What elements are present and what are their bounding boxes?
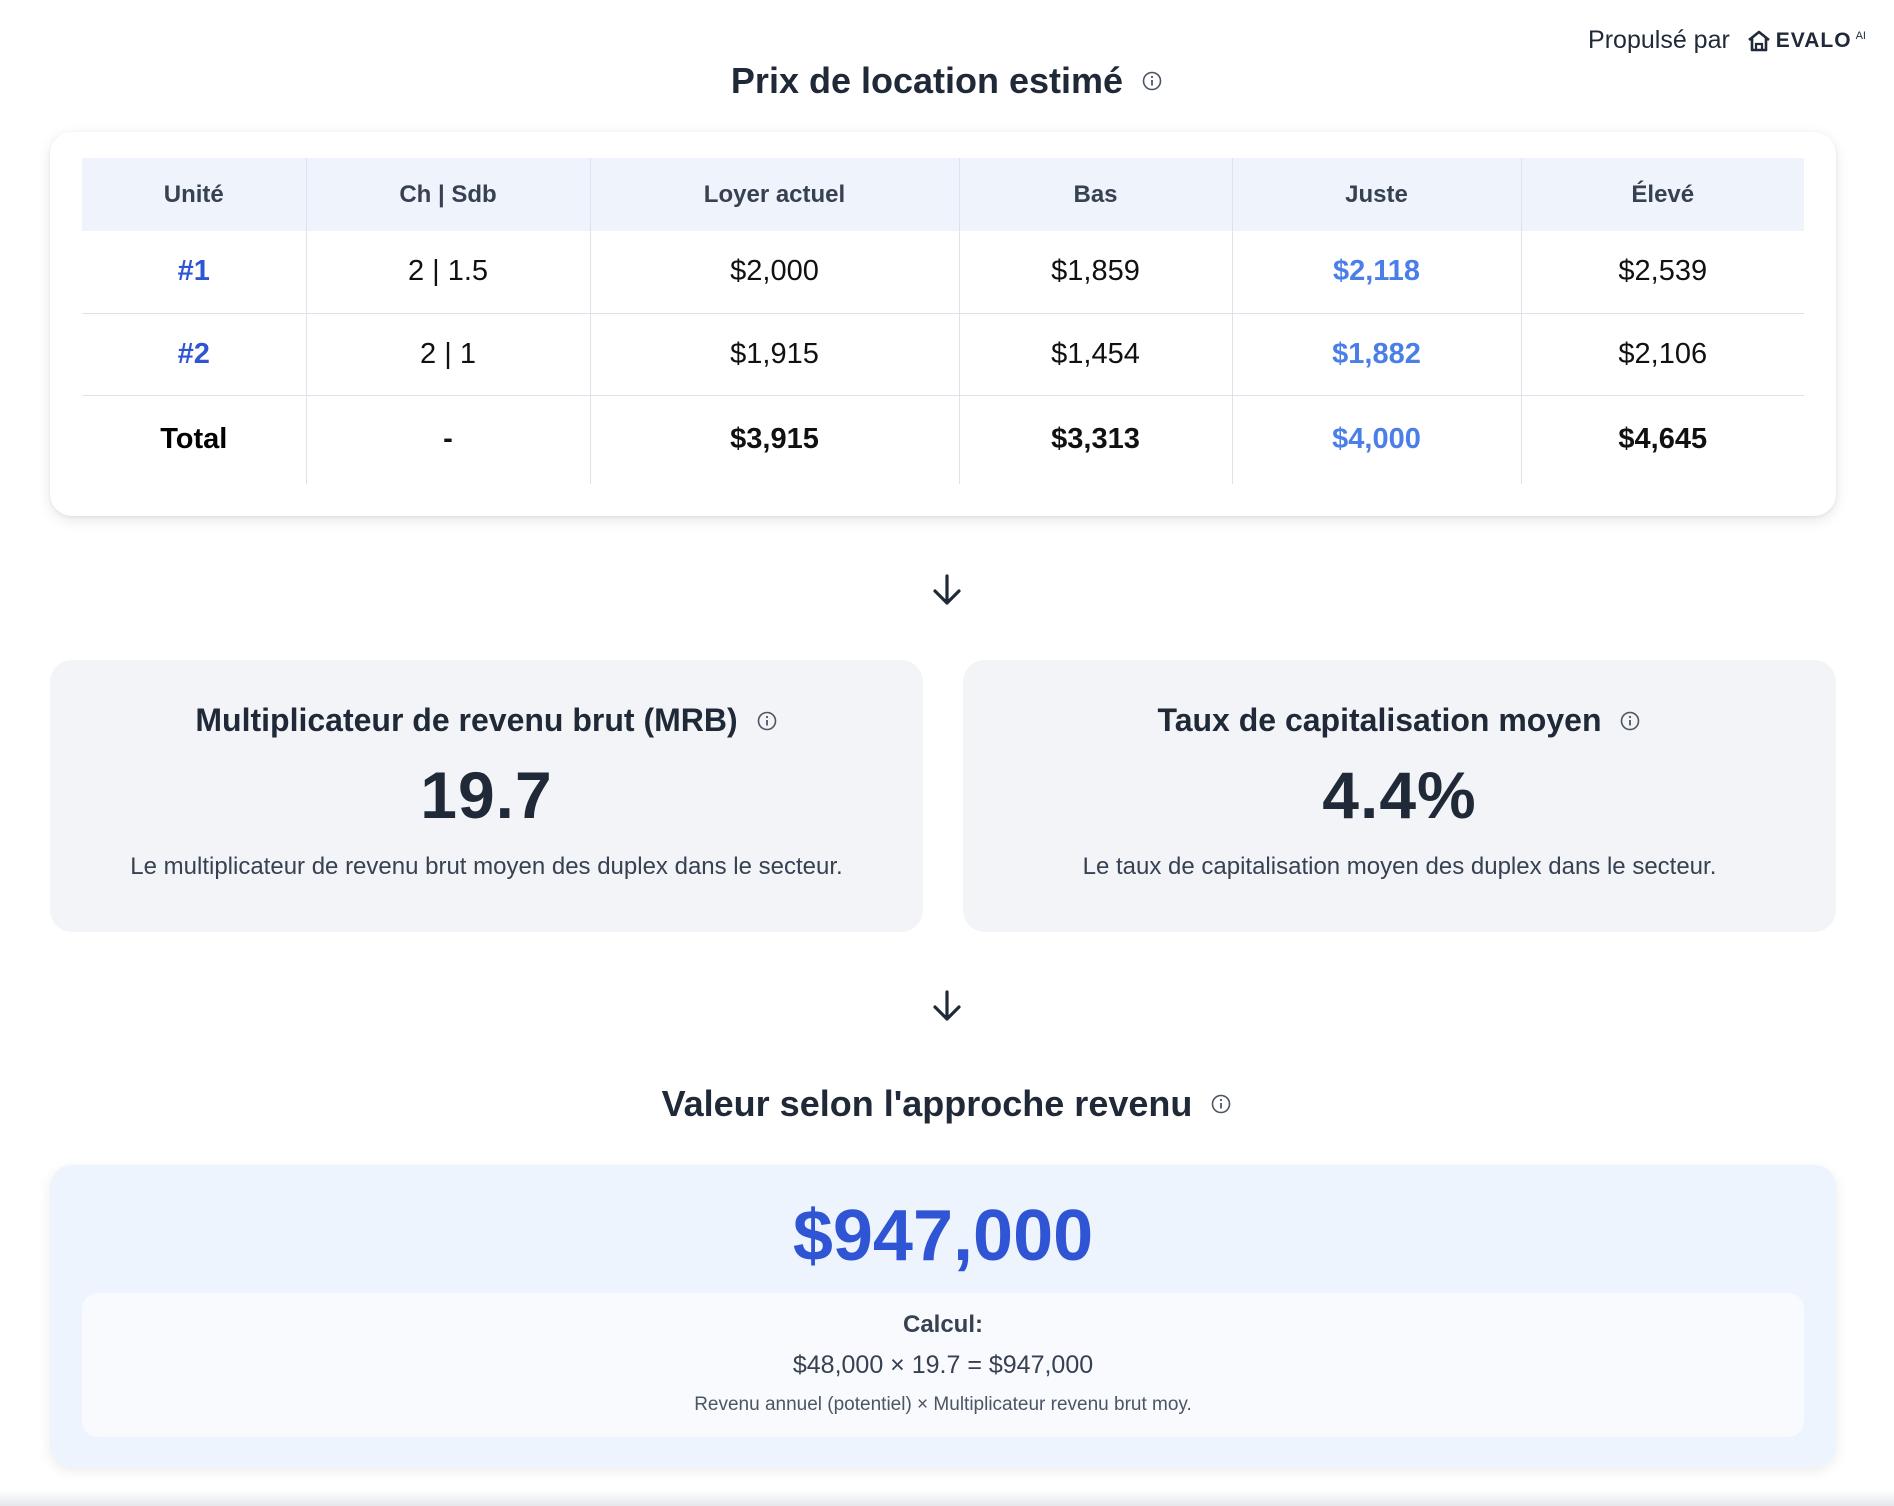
cap-rate-title-row: Taux de capitalisation moyen [1158, 702, 1642, 739]
mrb-value: 19.7 [420, 758, 553, 832]
cap-rate-description: Le taux de capitalisation moyen des dupl… [1082, 853, 1717, 880]
calculation-box: Calcul: $48,000 × 19.7 = $947,000 Revenu… [82, 1293, 1804, 1437]
total-label: Total [82, 395, 307, 484]
table-total-row: Total - $3,915 $3,313 $4,000 $4,645 [82, 395, 1804, 484]
arrow-down-icon [927, 570, 967, 610]
info-icon[interactable] [1619, 710, 1641, 732]
rent-table: Unité Ch | Sdb Loyer actuel Bas Juste Él… [82, 158, 1804, 484]
info-icon[interactable] [1210, 1093, 1232, 1115]
mrb-title-row: Multiplicateur de revenu brut (MRB) [195, 702, 777, 739]
mrb-description: Le multiplicateur de revenu brut moyen d… [130, 853, 843, 880]
calc-label: Calcul: [902, 1311, 983, 1338]
header-unit: Unité [82, 158, 307, 231]
brand-sup: AI [1855, 29, 1866, 42]
powered-by: Propulsé par EVALO AI [1588, 26, 1866, 55]
rent-table-card: Unité Ch | Sdb Loyer actuel Bas Juste Él… [50, 132, 1836, 516]
fair-rent-cell: $2,118 [1232, 231, 1522, 314]
total-low-cell: $3,313 [959, 395, 1233, 484]
rent-section-heading: Prix de location estimé [0, 60, 1894, 102]
total-current-cell: $3,915 [590, 395, 960, 484]
unit-link[interactable]: #1 [82, 231, 307, 314]
rooms-cell: 2 | 1 [306, 313, 591, 396]
rooms-cell: 2 | 1.5 [306, 231, 591, 314]
mrb-title: Multiplicateur de revenu brut (MRB) [195, 702, 738, 738]
income-value-amount: $947,000 [792, 1196, 1094, 1276]
table-row: #2 2 | 1 $1,915 $1,454 $1,882 $2,106 [82, 313, 1804, 396]
brand-name: EVALO [1775, 28, 1852, 52]
income-value-heading: Valeur selon l'approche revenu [0, 1083, 1894, 1125]
header-current-rent: Loyer actuel [590, 158, 960, 231]
evalo-logo[interactable]: EVALO AI [1746, 29, 1866, 53]
calc-formula: $48,000 × 19.7 = $947,000 [792, 1351, 1094, 1379]
table-row: #1 2 | 1.5 $2,000 $1,859 $2,118 $2,539 [82, 231, 1804, 314]
fair-rent-cell: $1,882 [1232, 313, 1522, 396]
mrb-card: Multiplicateur de revenu brut (MRB) 19.7… [50, 660, 923, 932]
low-rent-cell: $1,454 [959, 313, 1233, 396]
header-low: Bas [959, 158, 1233, 231]
current-rent-cell: $2,000 [590, 231, 960, 314]
header-rooms: Ch | Sdb [306, 158, 591, 231]
header-high: Élevé [1521, 158, 1804, 231]
info-icon[interactable] [1141, 70, 1163, 92]
arrow-down-icon [927, 986, 967, 1026]
low-rent-cell: $1,859 [959, 231, 1233, 314]
rent-section-title: Prix de location estimé [730, 60, 1124, 101]
table-header-row: Unité Ch | Sdb Loyer actuel Bas Juste Él… [82, 158, 1804, 231]
calc-note: Revenu annuel (potentiel) × Multiplicate… [694, 1394, 1192, 1415]
current-rent-cell: $1,915 [590, 313, 960, 396]
cap-rate-title: Taux de capitalisation moyen [1157, 702, 1602, 738]
high-rent-cell: $2,539 [1521, 231, 1804, 314]
total-rooms-cell: - [306, 395, 591, 484]
income-value-title: Valeur selon l'approche revenu [661, 1083, 1193, 1124]
cap-rate-card: Taux de capitalisation moyen 4.4% Le tau… [963, 660, 1836, 932]
header-fair: Juste [1232, 158, 1522, 231]
total-high-cell: $4,645 [1618, 423, 1708, 456]
unit-link[interactable]: #2 [82, 313, 307, 396]
high-rent-cell: $2,106 [1521, 313, 1804, 396]
income-value-card: $947,000 Calcul: $48,000 × 19.7 = $947,0… [50, 1165, 1836, 1467]
total-fair-cell: $4,000 [1232, 395, 1522, 484]
house-logo-icon [1747, 30, 1770, 51]
cap-rate-value: 4.4% [1322, 758, 1477, 832]
powered-by-label: Propulsé par [1588, 26, 1730, 54]
info-icon[interactable] [756, 710, 778, 732]
bottom-edge [0, 1490, 1894, 1506]
